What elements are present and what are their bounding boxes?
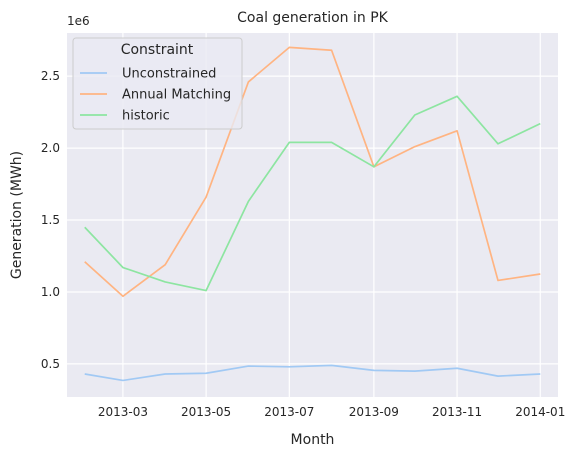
legend-box: [72, 37, 243, 130]
y-tick-label: 0.5: [41, 357, 60, 371]
series-line-annual-matching: [84, 46, 541, 298]
x-axis-label: Month: [291, 432, 335, 448]
x-tick-label: 2013-03: [98, 405, 148, 419]
y-axis-label: Generation (MWh): [9, 151, 25, 279]
x-tick-label: 2014-01: [515, 405, 565, 419]
y-tick-labels: 0.5 1.0 1.5 2.0 2.5: [41, 69, 60, 371]
x-tick-label: 2013-09: [349, 405, 399, 419]
legend-title: Constraint: [121, 42, 194, 58]
y-tick-label: 1.0: [41, 285, 60, 299]
legend-items: Unconstrained Annual Matching historic: [80, 67, 231, 124]
y-offset-text: 1e6: [67, 14, 90, 28]
x-tick-labels: 2013-03 2013-05 2013-07 2013-09 2013-11 2014-…: [98, 405, 565, 419]
x-tick-label: 2013-11: [432, 405, 482, 419]
y-tick-label: 2.5: [41, 69, 60, 83]
chart-title: Coal generation in PK: [237, 10, 389, 26]
legend-label: Unconstrained: [122, 67, 216, 82]
legend-label: Annual Matching: [122, 88, 231, 103]
x-tick-label: 2013-07: [264, 405, 314, 419]
legend-label: historic: [122, 109, 170, 124]
series-line-unconstrained: [84, 364, 541, 382]
legend: Constraint Unconstrained Annual Matching h…: [72, 37, 243, 130]
x-tick-label: 2013-05: [181, 405, 231, 419]
y-tick-label: 1.5: [41, 213, 60, 227]
grid-lines: [67, 33, 558, 397]
series-lines: [84, 46, 541, 382]
series-line-historic: [84, 95, 541, 292]
y-tick-label: 2.0: [41, 141, 60, 155]
